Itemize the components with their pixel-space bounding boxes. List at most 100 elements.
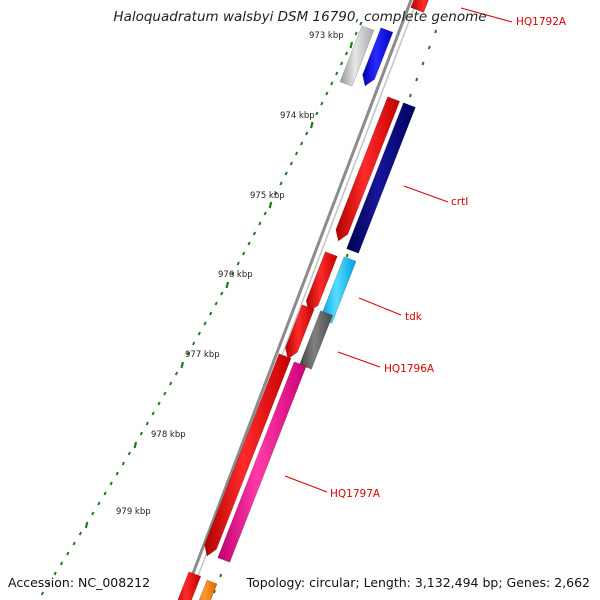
gene-hq1796a[interactable]	[299, 310, 333, 370]
minor-tick	[220, 291, 224, 296]
gene-label[interactable]: HQ1796A	[384, 363, 435, 375]
gene-label[interactable]: tdk	[405, 311, 423, 323]
minor-tick	[163, 391, 167, 396]
gene-leader-line	[337, 351, 381, 368]
gene-hq1792a[interactable]	[410, 0, 439, 13]
gene-red-hq1797a-left[interactable]	[204, 353, 292, 557]
minor-tick	[344, 51, 349, 56]
tick-label: 974 kbp	[280, 111, 315, 121]
minor-tick	[330, 81, 334, 86]
outer-tick	[421, 61, 425, 66]
major-tick	[349, 41, 354, 49]
genome-backbone	[181, 0, 422, 600]
gene-red-tdk-left[interactable]	[305, 251, 338, 313]
major-tick	[180, 361, 185, 369]
minor-tick	[115, 471, 119, 476]
gene-hq1797a[interactable]	[217, 361, 307, 563]
minor-tick	[121, 461, 125, 466]
minor-tick	[174, 371, 179, 376]
minor-tick	[289, 161, 293, 166]
genome-summary-text: Topology: circular; Length: 3,132,494 bp…	[246, 575, 590, 590]
major-tick	[133, 441, 138, 449]
minor-tick	[284, 171, 288, 176]
minor-tick	[354, 31, 358, 36]
tick-label: 976 kbp	[218, 270, 253, 280]
gene-silver[interactable]	[339, 25, 375, 87]
gene-label-group: HQ1792A crtI tdk HQ1796A HQ1797A	[284, 7, 567, 500]
major-tick	[310, 121, 314, 129]
gene-leader-line	[284, 475, 328, 493]
minor-tick	[40, 591, 45, 596]
minor-tick	[127, 451, 131, 456]
minor-tick	[252, 231, 257, 236]
tick-label: 973 kbp	[309, 31, 344, 41]
gene-red-crti-left[interactable]	[335, 96, 401, 242]
minor-tick	[203, 321, 207, 326]
gene-tdk[interactable]	[319, 256, 357, 324]
minor-tick	[339, 61, 344, 66]
outer-tick	[434, 29, 438, 34]
minor-tick	[242, 251, 246, 256]
outer-tick	[219, 573, 223, 578]
minor-tick	[305, 131, 309, 136]
map-title: Haloquadratum walsbyi DSM 16790, complet…	[113, 9, 487, 25]
minor-tick	[157, 401, 161, 406]
gene-blue[interactable]	[362, 27, 394, 87]
minor-tick	[192, 341, 196, 346]
tick-label: 975 kbp	[250, 191, 285, 201]
minor-tick	[103, 491, 107, 496]
minor-tick	[109, 481, 113, 486]
gene-label[interactable]: HQ1792A	[516, 16, 567, 28]
gene-red-hq1796a-left[interactable]	[285, 304, 315, 360]
minor-tick	[139, 431, 143, 436]
minor-tick	[231, 271, 235, 276]
minor-tick	[274, 191, 278, 196]
outer-tick	[427, 45, 431, 50]
tick-label-group: 973 kbp 974 kbp 975 kbp 976 kbp 977 kbp 978 k…	[116, 31, 344, 517]
outer-tick	[213, 589, 216, 594]
minor-tick	[72, 541, 76, 546]
accession-text: Accession: NC_008212	[8, 575, 151, 590]
tick-label: 977 kbp	[185, 350, 220, 360]
tick-label: 978 kbp	[151, 430, 186, 440]
minor-tick	[247, 241, 251, 246]
gene-crti[interactable]	[346, 102, 416, 254]
gene-leader-line	[460, 7, 513, 23]
minor-tick	[66, 551, 70, 556]
minor-tick	[186, 351, 190, 356]
minor-tick	[258, 221, 262, 226]
outer-tick	[415, 77, 419, 82]
minor-tick	[359, 21, 363, 26]
minor-tick	[208, 311, 213, 316]
gene-leader-line	[403, 185, 449, 203]
minor-tick	[169, 381, 173, 386]
outer-tick	[408, 93, 412, 98]
minor-tick	[47, 581, 51, 586]
minor-tick	[97, 501, 101, 506]
gene-feature-track	[173, 0, 439, 600]
gene-label[interactable]: HQ1797A	[330, 488, 381, 500]
minor-tick	[236, 261, 240, 266]
minor-tick	[197, 331, 201, 336]
gene-label[interactable]: crtI	[451, 196, 468, 208]
gene-orange-bottom[interactable]	[193, 579, 218, 600]
minor-tick	[294, 151, 299, 156]
minor-tick	[91, 511, 95, 516]
minor-tick	[214, 301, 218, 306]
major-tick	[225, 281, 230, 289]
major-tick	[84, 521, 89, 529]
minor-tick	[325, 91, 329, 96]
minor-tick	[320, 101, 324, 106]
major-tick	[268, 201, 273, 209]
minor-tick	[263, 211, 267, 216]
tick-label: 979 kbp	[116, 507, 151, 517]
gene-red-bottom[interactable]	[173, 571, 202, 600]
backbone-line	[181, 0, 413, 600]
outer-tick	[345, 253, 349, 258]
minor-tick	[335, 71, 339, 76]
gene-leader-line	[358, 297, 402, 316]
minor-tick	[145, 421, 149, 426]
minor-tick	[78, 531, 82, 536]
